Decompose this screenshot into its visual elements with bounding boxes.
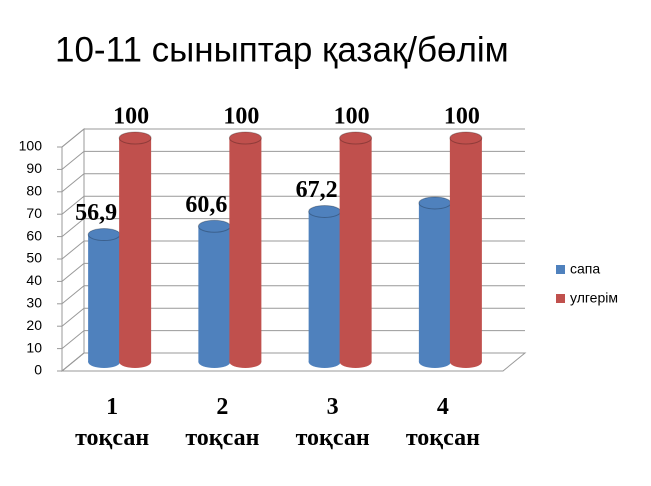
value-label: 100 bbox=[334, 104, 370, 130]
bar bbox=[418, 202, 451, 362]
grid-line bbox=[61, 330, 525, 349]
bar-top bbox=[308, 204, 342, 218]
x-tick-label: 2 тоқсан bbox=[185, 394, 260, 451]
x-tick-label: 4 тоқсан bbox=[405, 394, 480, 451]
y-tick-label: 90 bbox=[26, 160, 42, 176]
value-label: 67,2 bbox=[296, 177, 338, 203]
y-tick-label: 30 bbox=[26, 295, 42, 311]
y-tick-label: 70 bbox=[26, 205, 42, 221]
grid-line bbox=[61, 218, 525, 237]
grid-line bbox=[61, 240, 525, 260]
bar bbox=[339, 138, 372, 362]
y-tick-label: 50 bbox=[26, 250, 42, 266]
chart-title: 10-11 сыныптар қазақ/бөлім bbox=[55, 30, 509, 69]
bar-top bbox=[87, 228, 121, 242]
legend-swatch bbox=[556, 265, 565, 274]
grid-line bbox=[61, 352, 525, 372]
value-label: 56,9 bbox=[75, 200, 117, 226]
grid-line bbox=[61, 173, 525, 193]
bar-top bbox=[449, 131, 483, 145]
bar bbox=[449, 138, 482, 362]
y-tick-label: 100 bbox=[19, 138, 43, 154]
bar bbox=[198, 226, 231, 362]
y-tick-label: 20 bbox=[26, 317, 42, 333]
legend-swatch bbox=[556, 294, 565, 303]
bar-top bbox=[197, 219, 231, 233]
grid-line bbox=[61, 285, 525, 305]
grid-line bbox=[61, 128, 525, 148]
grid-line bbox=[61, 195, 525, 215]
legend-label: улгерім bbox=[570, 290, 618, 306]
grid-line bbox=[61, 307, 525, 327]
value-label: 60,6 bbox=[185, 192, 227, 218]
y-tick-label: 60 bbox=[26, 227, 42, 243]
x-tick-label: 3 тоқсан bbox=[295, 394, 370, 451]
bar bbox=[88, 234, 121, 362]
bar bbox=[229, 138, 262, 362]
bar-top bbox=[228, 131, 262, 145]
legend-label: сапа bbox=[570, 261, 600, 277]
grid-line bbox=[61, 150, 525, 170]
bar-top bbox=[118, 131, 152, 145]
bar-top bbox=[418, 196, 452, 210]
bar-top bbox=[339, 131, 373, 145]
y-tick-label: 10 bbox=[26, 339, 42, 355]
y-tick-label: 0 bbox=[34, 362, 42, 378]
grid-line bbox=[61, 262, 525, 282]
value-label: 100 bbox=[113, 104, 149, 130]
y-tick-label: 40 bbox=[26, 272, 42, 288]
value-label: 100 bbox=[444, 104, 480, 130]
x-tick-label: 1 тоқсан bbox=[75, 394, 150, 451]
bar bbox=[308, 211, 341, 362]
y-tick-label: 80 bbox=[26, 183, 42, 199]
value-label: 100 bbox=[223, 104, 259, 130]
bar bbox=[119, 138, 152, 362]
